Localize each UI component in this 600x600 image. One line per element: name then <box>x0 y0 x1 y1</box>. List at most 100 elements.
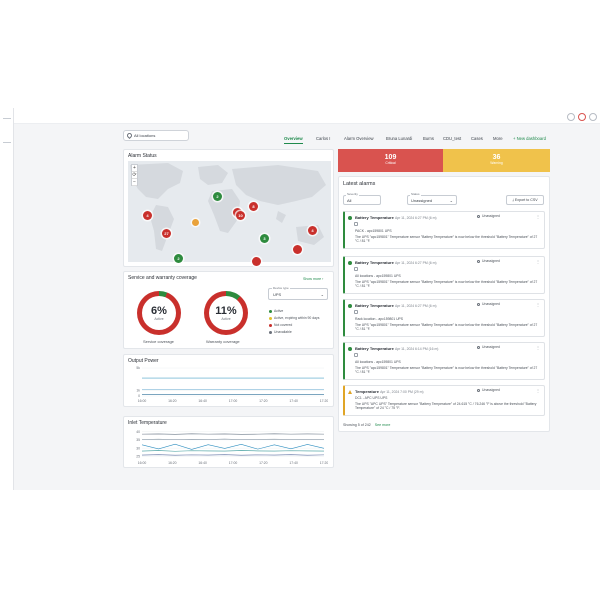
ok-status-icon <box>348 304 352 308</box>
alarm-checkbox[interactable] <box>354 353 358 357</box>
nav-marker[interactable] <box>3 142 11 143</box>
map-cluster[interactable]: 8 <box>249 202 258 211</box>
tab-burns[interactable]: Burns <box>423 136 434 141</box>
location-select[interactable]: All locations <box>123 130 189 141</box>
donut-center: 11% Active <box>209 296 243 330</box>
alarm-state-label: Unassigned <box>482 388 500 392</box>
more-options-icon[interactable]: ⋮ <box>536 302 540 307</box>
x-tick-label: 16:40 <box>198 399 207 403</box>
alarm-checkbox[interactable] <box>354 310 358 314</box>
alarm-date: Apr 11, 2024 6:27 PM (6 m) <box>394 261 437 265</box>
alarm-date: Apr 11, 2024 7:00 PM (29 m) <box>380 390 424 394</box>
left-navigation <box>0 108 14 490</box>
show-more-link[interactable]: Show more › <box>303 277 324 281</box>
legend-item: Active <box>269 309 283 314</box>
tab-more[interactable]: More <box>493 136 503 141</box>
alert-icon[interactable] <box>578 113 586 121</box>
series-line <box>141 438 325 441</box>
alarm-state[interactable]: Unassigned <box>477 388 500 392</box>
critical-count: 109 <box>384 154 397 161</box>
tab-cdu-test[interactable]: CDU_test <box>443 136 462 141</box>
map-cluster[interactable]: 4 <box>143 211 152 220</box>
legend-item: Not covered <box>269 323 292 328</box>
zoom-in-button[interactable]: + <box>132 165 137 172</box>
alarm-item[interactable]: Battery Temperature Apr 11, 2024 6:27 PM… <box>343 211 545 249</box>
inlet-temperature-title: Inlet Temperature <box>128 420 167 426</box>
service-coverage-donut: 6% Active <box>137 291 181 335</box>
more-options-icon[interactable]: ⋮ <box>536 345 540 350</box>
alarm-message: The UPS "apc159801" Temperature sensor "… <box>355 280 538 289</box>
zoom-reset-button[interactable]: ⟳ <box>132 172 137 179</box>
alarm-item[interactable]: Battery Temperature Apr 11, 2024 6:27 PM… <box>343 256 545 294</box>
see-more-link[interactable]: See more <box>374 423 391 427</box>
alarm-checkbox[interactable] <box>354 222 358 226</box>
download-icon: ⤓ <box>512 198 514 202</box>
map-cluster[interactable]: 4 <box>308 226 317 235</box>
zoom-out-button[interactable]: − <box>132 179 137 186</box>
warranty-coverage-value: 11% <box>215 305 237 317</box>
map-cluster[interactable]: 2 <box>174 254 183 263</box>
tab-bruna-lunardi[interactable]: Bruna Lunardi <box>386 136 413 141</box>
chevron-down-icon: ⌄ <box>320 292 324 297</box>
alarm-state[interactable]: Unassigned <box>477 302 500 306</box>
alarm-source: DC1 - APC UPS UPS <box>355 396 388 400</box>
x-tick-label: 17:20 <box>320 399 328 403</box>
tab-cases[interactable]: Cases <box>471 136 483 141</box>
severity-filter[interactable]: Severity All <box>343 192 381 205</box>
more-options-icon[interactable]: ⋮ <box>536 388 540 393</box>
alarm-source: Rack location - apc159801 UPS <box>355 317 404 321</box>
showing-count: Showing 5 of 242 <box>343 423 371 427</box>
map-cluster[interactable]: 27 <box>162 229 171 238</box>
y-tick-label: 0 <box>138 394 140 398</box>
alarm-name: Battery Temperature <box>355 215 394 220</box>
alarm-name: Battery Temperature <box>355 260 394 265</box>
device-type-select[interactable]: Device type UPS ⌄ <box>268 286 328 300</box>
alarm-item[interactable]: Battery Temperature Apr 11, 2024 6:27 PM… <box>343 299 545 337</box>
legend-item: Unavailable <box>269 330 292 335</box>
alarm-item[interactable]: Temperature Apr 11, 2024 7:00 PM (29 m) … <box>343 385 545 416</box>
alarm-title: Battery Temperature Apr 11, 2024 6:27 PM… <box>355 215 437 220</box>
status-filter[interactable]: Status Unassigned ⌄ <box>407 192 457 205</box>
alarm-checkbox[interactable] <box>354 267 358 271</box>
x-tick-label: 16:00 <box>138 461 147 465</box>
more-options-icon[interactable]: ⋮ <box>536 214 540 219</box>
x-tick-label: 17:40 <box>289 461 298 465</box>
map-zoom-controls: + ⟳ − <box>131 164 138 186</box>
nav-marker[interactable] <box>3 118 11 119</box>
map-cluster[interactable]: 10 <box>236 211 245 220</box>
tab-alarm-overview[interactable]: Alarm Overview <box>344 136 374 141</box>
alarm-state-label: Unassigned <box>482 214 500 218</box>
new-dashboard-button[interactable]: + New dashboard <box>513 136 546 141</box>
export-csv-button[interactable]: ⤓ Export to CSV <box>506 195 544 205</box>
alarm-state[interactable]: Unassigned <box>477 214 500 218</box>
legend-dot <box>269 316 272 320</box>
status-filter-caption: Status <box>410 192 421 196</box>
critical-status-tile[interactable]: 109 Critical <box>338 149 443 172</box>
alarm-date: Apr 11, 2024 6:27 PM (6 m) <box>394 304 437 308</box>
service-coverage-label: Active <box>154 317 164 321</box>
notification-icon[interactable] <box>567 113 575 121</box>
service-coverage-value: 6% <box>151 305 167 317</box>
alarms-pagination: Showing 5 of 242 See more <box>343 423 390 427</box>
alarm-state[interactable]: Unassigned <box>477 345 500 349</box>
x-tick-label: 17:00 <box>229 461 238 465</box>
coverage-title: Service and warranty coverage <box>128 275 197 281</box>
map-cluster[interactable] <box>192 219 199 226</box>
warning-status-tile[interactable]: 36 Warning <box>443 149 550 172</box>
show-more-label: Show more <box>303 277 322 281</box>
tab-overview[interactable]: Overview <box>284 135 303 144</box>
user-icon[interactable] <box>589 113 597 121</box>
x-tick-label: 16:40 <box>198 461 207 465</box>
x-tick-label: 17:00 <box>229 399 238 403</box>
map-cluster[interactable]: 2 <box>213 192 222 201</box>
x-tick-label: 16:20 <box>168 461 177 465</box>
map-cluster[interactable]: 3 <box>260 234 269 243</box>
alarm-state[interactable]: Unassigned <box>477 259 500 263</box>
more-options-icon[interactable]: ⋮ <box>536 259 540 264</box>
status-filter-value: Unassigned <box>411 198 433 203</box>
tab-carlos[interactable]: Carlos I <box>316 136 331 141</box>
map-cluster[interactable] <box>293 245 302 254</box>
donut-center: 6% Active <box>142 296 176 330</box>
map-cluster[interactable] <box>252 257 261 266</box>
alarm-item[interactable]: Battery Temperature Apr 11, 2024 6:14 PM… <box>343 342 545 380</box>
